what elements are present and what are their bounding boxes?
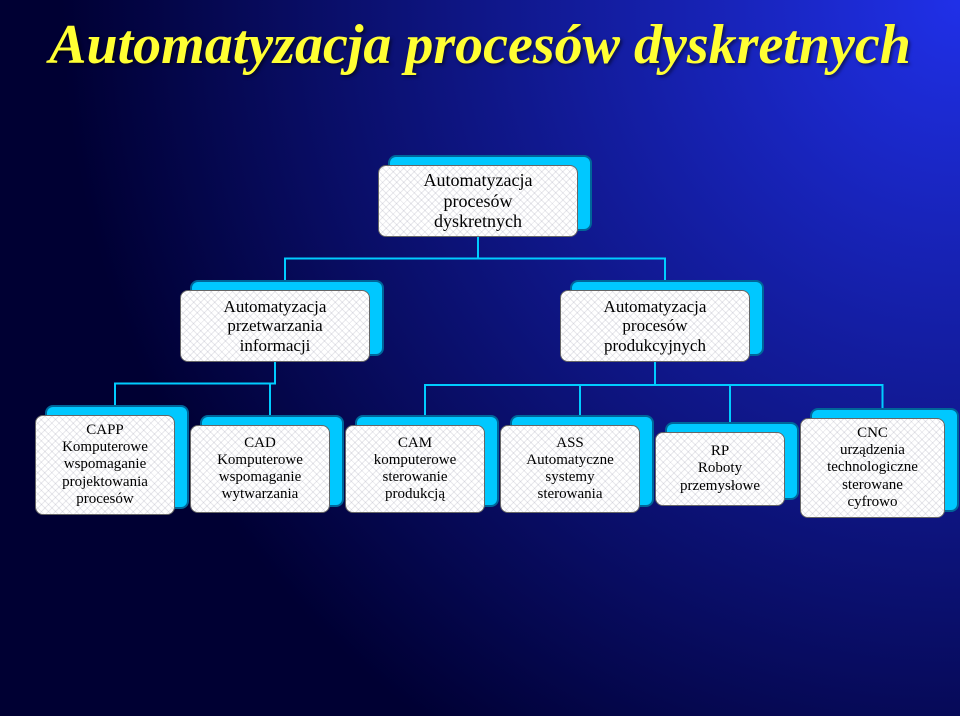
node-root: Automatyzacjaprocesówdyskretnych (378, 155, 588, 237)
node-front: Automatyzacjaprocesówdyskretnych (378, 165, 578, 237)
slide-stage: { "title": { "text": "Automatyzacja proc… (0, 0, 960, 716)
node-front: Automatyzacjaprzetwarzaniainformacji (180, 290, 370, 362)
node-front: Automatyzacjaprocesówprodukcyjnych (560, 290, 750, 362)
node-l2a: Automatyzacjaprzetwarzaniainformacji (180, 280, 380, 362)
node-label: Automatyzacjaprzetwarzaniainformacji (224, 297, 327, 356)
node-cam: CAMkomputerowesterowanieprodukcją (345, 415, 495, 513)
node-front: RPRobotyprzemysłowe (655, 432, 785, 506)
node-front: CAMkomputerowesterowanieprodukcją (345, 425, 485, 513)
node-rp: RPRobotyprzemysłowe (655, 422, 795, 506)
node-label: Automatyzacjaprocesówprodukcyjnych (604, 297, 707, 356)
node-label: CADKomputerowewspomaganiewytwarzania (217, 435, 303, 504)
node-label: ASSAutomatycznesystemysterowania (526, 435, 613, 504)
node-cad: CADKomputerowewspomaganiewytwarzania (190, 415, 340, 513)
slide-title: Automatyzacja procesów dyskretnych (0, 16, 960, 75)
connector-lines (0, 0, 960, 716)
node-cnc: CNCurządzeniatechnologicznesterowanecyfr… (800, 408, 955, 518)
node-ass: ASSAutomatycznesystemysterowania (500, 415, 650, 513)
node-label: Automatyzacjaprocesówdyskretnych (424, 170, 533, 232)
node-label: CAMkomputerowesterowanieprodukcją (374, 435, 456, 504)
node-label: CAPPKomputerowewspomaganieprojektowaniap… (62, 422, 148, 508)
node-front: CADKomputerowewspomaganiewytwarzania (190, 425, 330, 513)
node-label: CNCurządzeniatechnologicznesterowanecyfr… (827, 425, 918, 511)
node-front: ASSAutomatycznesystemysterowania (500, 425, 640, 513)
node-front: CNCurządzeniatechnologicznesterowanecyfr… (800, 418, 945, 518)
node-front: CAPPKomputerowewspomaganieprojektowaniap… (35, 415, 175, 515)
node-label: RPRobotyprzemysłowe (680, 443, 760, 495)
node-capp: CAPPKomputerowewspomaganieprojektowaniap… (35, 405, 185, 515)
node-l2b: Automatyzacjaprocesówprodukcyjnych (560, 280, 760, 362)
